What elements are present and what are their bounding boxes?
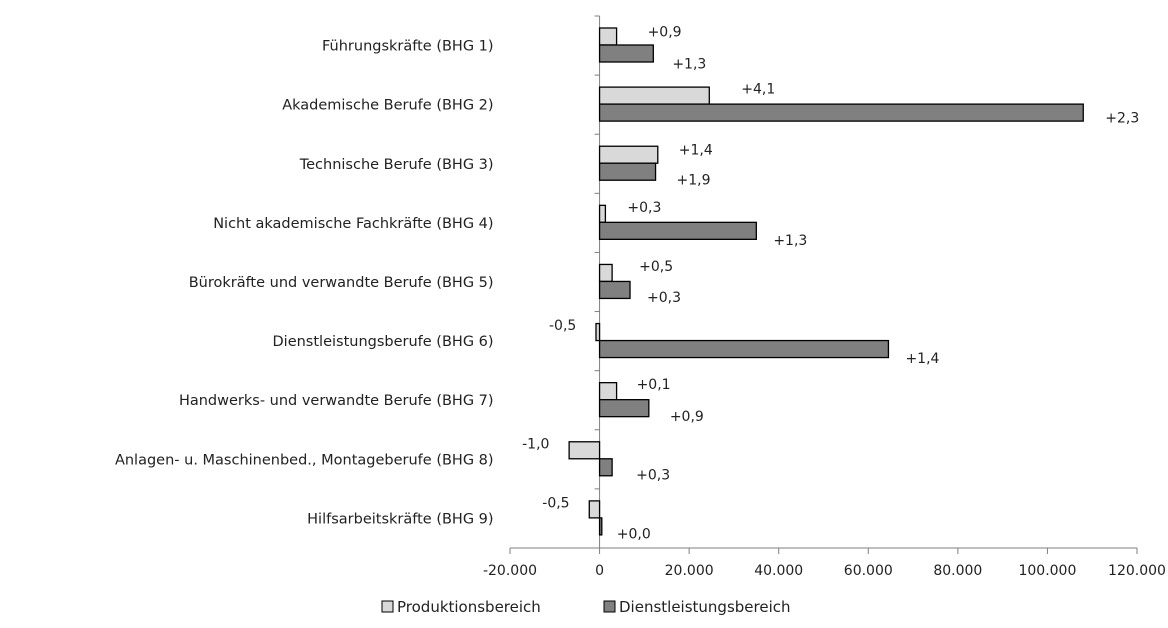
bar-dienstleistung (598, 458, 613, 477)
legend-label: Produktionsbereich (397, 598, 541, 616)
data-label: +1,4 (679, 143, 713, 159)
category-label: Nicht akademische Fachkräfte (BHG 4) (213, 216, 493, 232)
x-tick-label: 120.000 (1108, 563, 1166, 579)
category-label: Hilfsarbeitskräfte (BHG 9) (307, 511, 493, 527)
bar-dienstleistung (598, 517, 603, 536)
data-label: -0,5 (549, 318, 576, 334)
data-label: -0,5 (542, 495, 569, 511)
bar-dienstleistung (598, 162, 657, 181)
bar-produktion (588, 500, 601, 519)
data-label: +0,1 (637, 377, 671, 393)
bar-produktion (568, 441, 601, 460)
data-label: +0,3 (647, 290, 681, 306)
legend-swatch (603, 600, 616, 613)
data-label: +0,3 (636, 467, 670, 483)
x-tick-label: 40.000 (754, 563, 803, 579)
bar-produktion (598, 27, 618, 46)
x-tick-label: 0 (595, 563, 604, 579)
legend: Produktionsbereich Dienstleistungsbereich (381, 598, 791, 616)
x-tick-label: 80.000 (933, 563, 982, 579)
category-label: Dienstleistungsberufe (BHG 6) (273, 334, 494, 350)
bar-dienstleistung (598, 399, 650, 418)
category-label: Handwerks- und verwandte Berufe (BHG 7) (179, 393, 494, 409)
data-label: +4,1 (741, 82, 775, 98)
data-label: -1,0 (522, 436, 549, 452)
legend-label: Dienstleistungsbereich (619, 598, 791, 616)
axis-layer: -20.000 0 20.000 40.000 60.000 80.000 100.000 1… (115, 15, 1166, 579)
bar-produktion (598, 204, 607, 223)
bar-dienstleistung (598, 103, 1084, 122)
bar-produktion (595, 322, 601, 342)
data-label: +0,9 (648, 25, 682, 41)
data-label: +0,9 (670, 409, 704, 425)
category-label: Bürokräfte und verwandte Berufe (BHG 5) (189, 275, 494, 291)
bar-produktion (598, 86, 710, 105)
bar-dienstleistung (598, 339, 890, 359)
x-tick-label: 100.000 (1018, 563, 1076, 579)
data-label: +1,4 (905, 351, 939, 367)
bar-dienstleistung (598, 221, 757, 240)
data-label: +0,0 (617, 526, 651, 542)
data-label: +2,3 (1105, 111, 1139, 127)
bar-produktion (598, 382, 618, 401)
data-label: +0,3 (627, 200, 661, 216)
x-tick-label: 20.000 (665, 563, 714, 579)
legend-swatch (381, 600, 394, 613)
labels-layer: +0,9 +4,1 +1,4 +0,3 +0,5 -0,5 +0,1 -1,0 -0,5 +1,3… (522, 25, 1139, 543)
bar-produktion (598, 263, 613, 283)
bar-produktion (598, 145, 659, 164)
data-label: +1,3 (773, 233, 807, 249)
data-label: +1,3 (672, 57, 706, 73)
data-label: +0,5 (639, 259, 673, 275)
bars-layer (568, 27, 1084, 536)
category-label: Akademische Berufe (BHG 2) (282, 98, 493, 114)
category-label: Anlagen- u. Maschinenbed., Montageberufe… (115, 452, 494, 468)
x-tick-label: -20.000 (483, 563, 537, 579)
category-label: Technische Berufe (BHG 3) (299, 157, 494, 173)
bar-dienstleistung (598, 44, 654, 63)
bar-dienstleistung (598, 280, 631, 300)
category-label: Führungskräfte (BHG 1) (322, 39, 494, 55)
x-tick-label: 60.000 (844, 563, 893, 579)
data-label: +1,9 (677, 173, 711, 189)
